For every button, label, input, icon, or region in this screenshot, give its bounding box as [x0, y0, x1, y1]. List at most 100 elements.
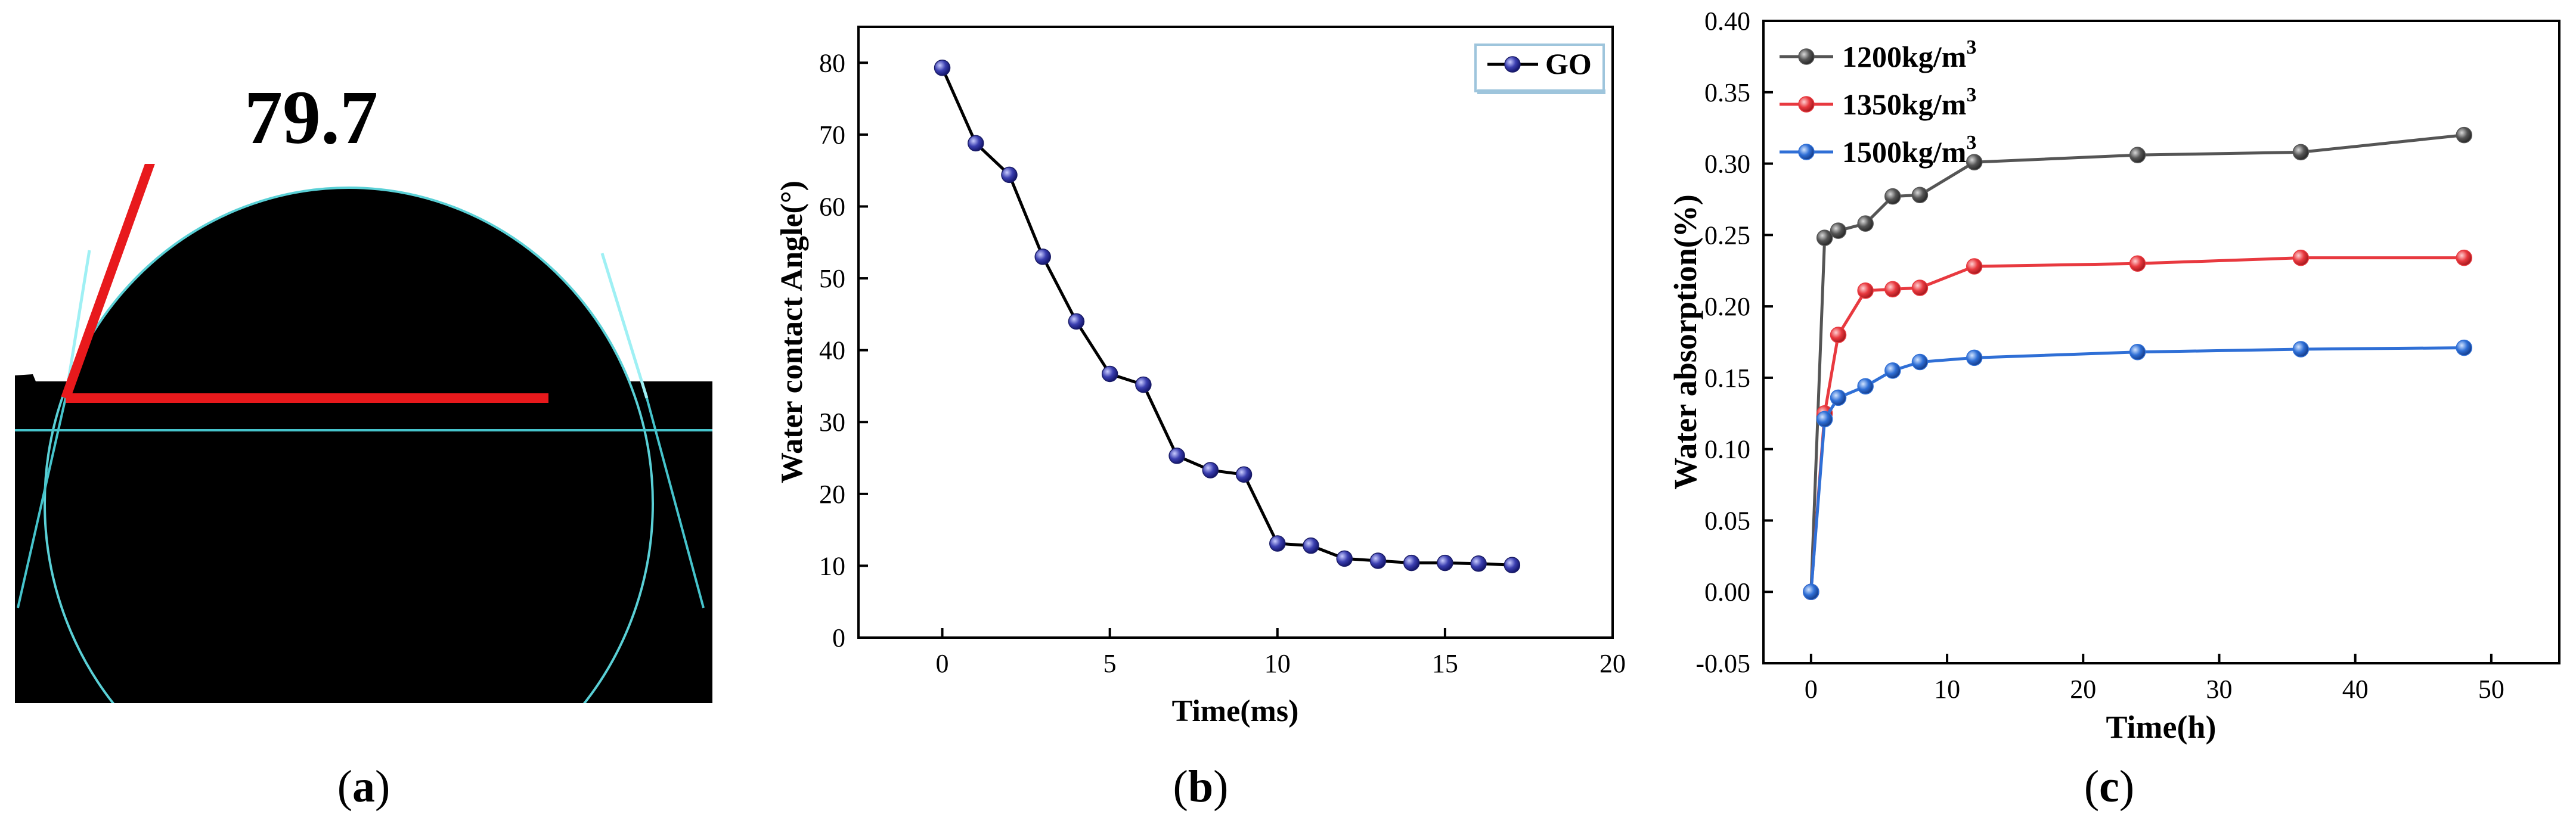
- caption-a: (a): [337, 762, 390, 812]
- data-point-0: [1884, 188, 1901, 205]
- axes-b: 0 5 10 15 20 0 10 20 30 40 50 60 70 80: [819, 48, 1626, 678]
- y-tick-label-c: 0.40: [1704, 7, 1750, 36]
- y-tick-label-b: 40: [819, 336, 845, 365]
- panel-a-droplet-image: 79.7 (a): [15, 75, 712, 812]
- x-axis-label-c: Time(h): [2106, 709, 2217, 745]
- y-tick-label-c: 0.35: [1704, 78, 1750, 107]
- data-point-go: [1437, 554, 1453, 571]
- data-point-2: [1857, 378, 1874, 395]
- x-axis-label-b: Time(ms): [1172, 694, 1299, 728]
- data-point-1: [1857, 282, 1874, 299]
- substrate-edge-right: [650, 387, 712, 400]
- x-tick-label-b: 15: [1432, 649, 1458, 678]
- x-tick-label-c: 40: [2342, 675, 2369, 704]
- y-tick-label-c: 0.25: [1704, 220, 1750, 250]
- y-tick-label-c: 0.20: [1704, 292, 1750, 321]
- y-tick-label-c: 0.15: [1704, 364, 1750, 393]
- series-line-0: [1809, 133, 2465, 592]
- data-point-2: [2129, 344, 2146, 361]
- y-tick-label-b: 20: [819, 480, 845, 509]
- data-point-0: [1816, 229, 1833, 246]
- data-point-go: [1202, 462, 1219, 479]
- data-point-go: [1001, 166, 1018, 184]
- y-tick-label-c: -0.05: [1695, 649, 1750, 678]
- y-tick-label-b: 80: [819, 48, 845, 77]
- data-point-1: [1884, 281, 1901, 298]
- data-point-go: [1135, 376, 1152, 393]
- legend-label-superscript: 3: [1966, 132, 1976, 154]
- caption-c: (c): [2084, 762, 2134, 812]
- legend-b: GO: [1474, 44, 1605, 94]
- legend-c: 1200kg/m3 1350kg/m3 1500kg/m3: [1780, 36, 1976, 169]
- panel-c-water-absorption-chart: 0 10 20 30 40 50 -0.05 0.00 0.05 0.10 0.15 0.20 0.25…: [1667, 7, 2560, 812]
- data-point-0: [1966, 154, 1983, 170]
- legend-label-superscript: 3: [1966, 36, 1976, 58]
- y-tick-label-b: 60: [819, 192, 845, 221]
- data-point-0: [1911, 187, 1929, 204]
- y-tick-label-b: 70: [819, 120, 845, 150]
- legend-marker-0: [1798, 48, 1815, 65]
- tangent-right-lower: [646, 397, 705, 608]
- series-line-1: [1809, 256, 2465, 592]
- data-point-go: [1403, 554, 1420, 571]
- data-point-go: [1470, 555, 1487, 572]
- data-point-2: [1803, 583, 1819, 600]
- x-tick-label-b: 5: [1103, 649, 1117, 678]
- data-point-go: [1068, 313, 1085, 330]
- data-point-1: [2129, 255, 2146, 272]
- data-point-go: [1303, 537, 1319, 554]
- data-point-go: [968, 135, 984, 152]
- plot-frame-b: [857, 26, 1614, 639]
- panel-b-contact-angle-chart: 0 5 10 15 20 0 10 20 30 40 50 60 70 80 Time(ms) Water…: [775, 26, 1626, 812]
- y-tick-label-b: 0: [832, 623, 845, 653]
- x-tick-label-c: 50: [2478, 675, 2504, 704]
- x-tick-label-b: 0: [936, 649, 949, 678]
- data-point-1: [2292, 249, 2310, 266]
- data-point-go: [1369, 552, 1387, 569]
- data-point-1: [1911, 279, 1929, 296]
- data-point-2: [2292, 341, 2310, 358]
- data-point-go: [1269, 535, 1286, 552]
- x-tick-label-c: 30: [2206, 675, 2232, 704]
- data-point-go: [1235, 466, 1253, 483]
- caption-c-letter: c: [2099, 762, 2119, 812]
- y-tick-label-b: 50: [819, 264, 845, 293]
- y-tick-label-c: 0.00: [1704, 577, 1750, 607]
- data-point-0: [1830, 222, 1847, 239]
- plot-frame-c: [1762, 20, 2560, 664]
- data-point-2: [1884, 362, 1901, 379]
- data-point-0: [1857, 215, 1874, 232]
- y-tick-label-c: 0.05: [1704, 506, 1750, 535]
- caption-a-letter: a: [352, 762, 375, 812]
- tangent-left-lower: [17, 397, 67, 608]
- data-point-2: [2456, 339, 2473, 356]
- data-point-1: [2456, 249, 2473, 266]
- y-axis-label-c: Water absorption(%): [1667, 194, 1703, 490]
- data-point-0: [2292, 144, 2310, 161]
- droplet: [45, 188, 653, 703]
- x-tick-label-b: 20: [1599, 649, 1626, 678]
- caption-b: (b): [1173, 762, 1229, 812]
- series-c: [1803, 126, 2473, 600]
- legend-marker-2: [1798, 144, 1815, 160]
- series-line-2: [1809, 346, 2465, 592]
- data-point-1: [1966, 258, 1983, 275]
- legend-marker-1: [1798, 96, 1815, 113]
- y-tick-label-c: 0.10: [1704, 435, 1750, 464]
- data-point-2: [1966, 349, 1983, 366]
- data-point-2: [1830, 389, 1847, 406]
- data-point-go: [1168, 448, 1185, 464]
- legend-label-2: 1500kg/m3: [1842, 132, 1976, 169]
- data-point-go: [934, 59, 951, 76]
- droplet-fit-circle: [44, 187, 654, 703]
- data-point-go: [1034, 248, 1051, 265]
- substrate-edge-left: [15, 374, 36, 381]
- data-point-go: [1504, 557, 1521, 573]
- tangent-right: [600, 253, 649, 399]
- y-axis-label-b: Water contact Angle(°): [775, 181, 809, 483]
- x-tick-label-c: 20: [2070, 675, 2096, 704]
- caption-b-letter: b: [1188, 762, 1213, 812]
- legend-label-superscript: 3: [1966, 84, 1976, 106]
- data-point-go: [1101, 365, 1118, 383]
- x-tick-label-c: 10: [1934, 675, 1960, 704]
